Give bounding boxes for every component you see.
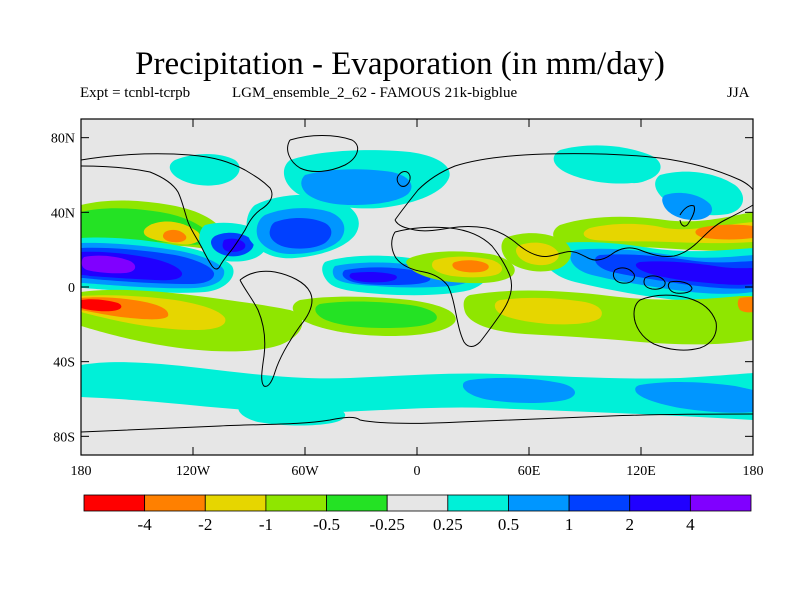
colorbar-swatch xyxy=(265,494,327,512)
x-tick-label: 0 xyxy=(414,464,421,479)
region-south-indian-dry-core xyxy=(494,297,602,325)
antarctica-coast xyxy=(80,413,754,433)
colorbar-label: 4 xyxy=(686,515,695,534)
y-tick-label: 80S xyxy=(53,430,75,445)
greenland-coast xyxy=(287,135,359,173)
season-label: JJA xyxy=(727,85,750,101)
x-tick-label: 60E xyxy=(518,464,541,479)
region-southern-ocean-moist-west xyxy=(635,382,753,413)
y-tick-label: 80N xyxy=(51,132,75,147)
colorbar-swatch xyxy=(508,494,570,512)
uk-coast xyxy=(396,171,411,187)
region-warm-pool-core xyxy=(635,261,753,285)
colorbar-label: -0.5 xyxy=(313,515,340,534)
region-south-indian-dry-orange xyxy=(737,297,753,313)
australia-coast xyxy=(633,294,717,351)
region-antarctic-moist xyxy=(238,402,346,426)
colorbar-label: -4 xyxy=(138,515,153,534)
experiment-label: Expt = tcnbl-tcrpb xyxy=(80,85,191,101)
colorbar-swatch xyxy=(204,494,267,512)
y-axis: 80N 40N 0 40S 80S xyxy=(51,132,753,445)
coastlines xyxy=(80,135,754,433)
x-tick-label: 120E xyxy=(626,464,656,479)
region-southern-ocean-moist-inner xyxy=(462,377,576,403)
x-axis: 180 120W 60W 0 60E 120E 180 xyxy=(71,119,764,479)
colorbar-label: 2 xyxy=(625,515,634,534)
region-india-dry-core xyxy=(516,242,559,266)
colorbar-label: -0.25 xyxy=(369,515,404,534)
colorbar-swatch xyxy=(447,494,509,512)
region-arctic-moist-inner xyxy=(301,169,412,205)
region-north-atlantic-core xyxy=(269,217,332,249)
x-tick-label: 180 xyxy=(71,464,92,479)
colorbar-label: -1 xyxy=(259,515,273,534)
region-sahel-dry-core xyxy=(452,260,489,273)
colorbar-swatch xyxy=(629,494,691,512)
africa-coast xyxy=(391,226,513,347)
x-tick-label: 180 xyxy=(743,464,764,479)
north-america-coast xyxy=(80,153,273,270)
eurasia-coast xyxy=(394,153,754,261)
x-tick-label: 120W xyxy=(176,464,211,479)
region-atlantic-itcz-dark xyxy=(349,271,397,283)
region-north-pacific-dry-spot xyxy=(162,229,187,243)
japan-coast xyxy=(679,205,695,227)
colorbar-label: -2 xyxy=(198,515,212,534)
colorbar-swatch xyxy=(568,494,631,512)
colorbar-swatch xyxy=(689,494,752,512)
region-gulf-wet-dark xyxy=(222,238,246,252)
colorbar-swatch xyxy=(386,494,449,512)
colorbar-label: 0.5 xyxy=(498,515,519,534)
region-greenland-moist xyxy=(611,155,655,184)
region-canada-moist xyxy=(169,154,240,186)
south-america-coast xyxy=(239,270,313,387)
y-tick-label: 40N xyxy=(51,206,75,221)
colorbar-label: 0.25 xyxy=(433,515,463,534)
region-pacific-itcz-max xyxy=(81,255,136,274)
region-south-pacific-dry-core xyxy=(81,299,122,312)
precip-evap-fields xyxy=(81,145,753,426)
ensemble-label: LGM_ensemble_2_62 - FAMOUS 21k-bigblue xyxy=(232,85,518,101)
y-tick-label: 40S xyxy=(53,356,75,371)
region-south-atlantic-dry-core xyxy=(315,301,437,328)
colorbar-label: 1 xyxy=(565,515,574,534)
chart-title: Precipitation - Evaporation (in mm/day) xyxy=(135,46,665,82)
colorbar: -4 -2 -1 -0.5 -0.25 0.25 0.5 1 2 4 xyxy=(83,494,752,534)
colorbar-swatch xyxy=(83,494,146,512)
colorbar-swatch xyxy=(144,494,206,512)
indonesia-coast xyxy=(612,267,693,294)
colorbar-swatch xyxy=(326,494,388,512)
y-tick-label: 0 xyxy=(68,281,75,296)
region-east-asia-dry-max xyxy=(695,224,753,240)
x-tick-label: 60W xyxy=(291,464,319,479)
region-kuroshio-wet xyxy=(662,192,713,220)
